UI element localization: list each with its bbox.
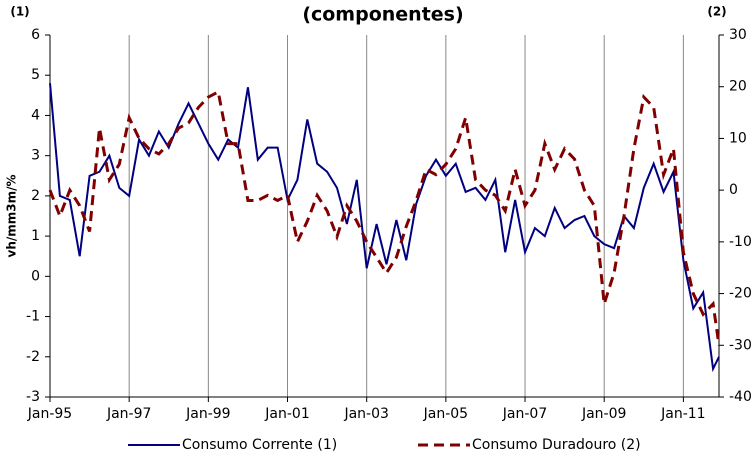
x-tick-label: Jan-01 (264, 406, 309, 422)
y-tick-label: -3 (26, 389, 40, 405)
y-tick-label: 1 (31, 228, 40, 244)
x-tick-label: Jan-97 (106, 406, 151, 422)
y-tick-label: -2 (26, 349, 40, 365)
y2-tick-label: -20 (729, 286, 752, 302)
y-tick-label: -1 (26, 309, 40, 325)
x-tick-label: Jan-05 (423, 406, 468, 422)
y-tick-label: 2 (31, 188, 40, 204)
chart-title: (componentes) (302, 4, 463, 26)
x-tick-label: Jan-09 (581, 406, 626, 422)
annotation: (1) (10, 5, 29, 19)
y-tick-label: 3 (31, 148, 40, 164)
legend-label: Consumo Duradouro (2) (472, 437, 641, 453)
legend-label: Consumo Corrente (1) (182, 437, 337, 453)
y2-tick-label: -40 (729, 389, 752, 405)
y2-tick-label: 30 (729, 27, 747, 43)
x-tick-label: Jan-95 (27, 406, 72, 422)
x-tick-label: Jan-03 (343, 406, 388, 422)
annotation: (2) (707, 5, 726, 19)
y2-tick-label: 10 (729, 130, 747, 146)
y-tick-label: 4 (31, 107, 40, 123)
y-tick-label: 0 (31, 268, 40, 284)
x-tick-label: Jan-99 (185, 406, 230, 422)
y-tick-label: 6 (31, 27, 40, 43)
y2-tick-label: 0 (729, 182, 738, 198)
x-tick-label: Jan-11 (660, 406, 705, 422)
x-tick-label: Jan-07 (502, 406, 547, 422)
y2-tick-label: 20 (729, 79, 747, 95)
y-tick-label: 5 (31, 67, 40, 83)
series-line (48, 89, 721, 346)
y-axis-label: vh/mm3m/% (5, 174, 19, 257)
series-line (49, 83, 720, 373)
y2-tick-label: -10 (729, 234, 752, 250)
y2-tick-label: -30 (729, 337, 752, 353)
